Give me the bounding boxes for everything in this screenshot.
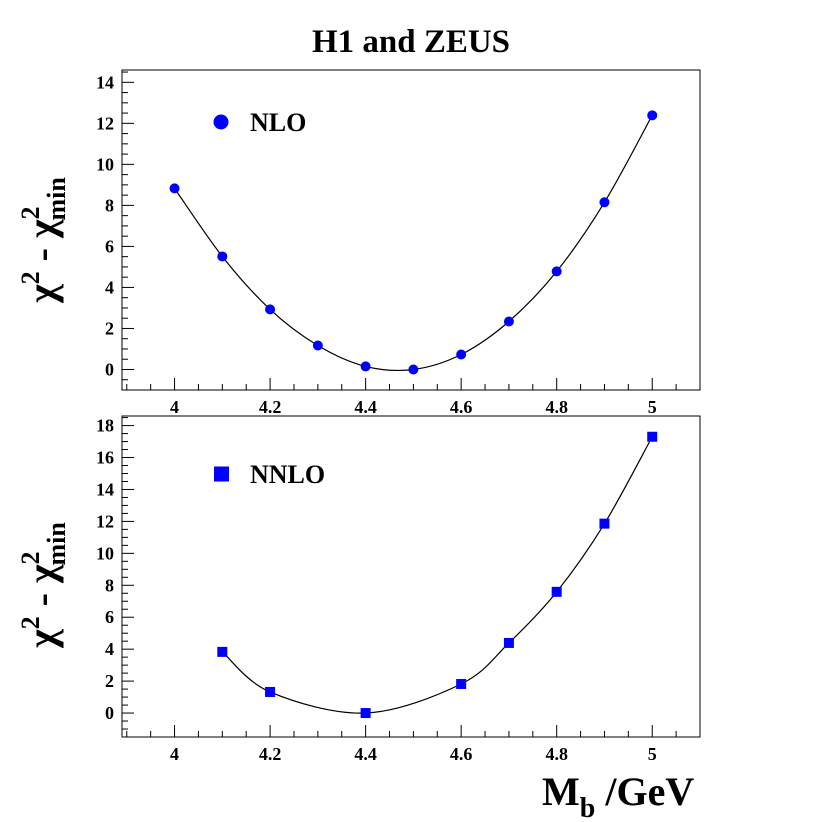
x-tick-label: 4 — [170, 397, 179, 417]
y-tick-label: 12 — [96, 511, 114, 531]
legend-label: NNLO — [250, 460, 325, 489]
data-point — [503, 637, 514, 648]
panel-nnlo: 4 4.2 4.4 4.6 4.8 5 0 2 4 6 8 10 12 14 16 18 NNLO — [96, 415, 701, 764]
legend-marker-circle — [213, 114, 229, 130]
y-tick-label: 8 — [105, 195, 114, 215]
chart-title: H1 and ZEUS — [312, 24, 510, 60]
y-tick-label: 12 — [96, 113, 114, 133]
x-tick-label: 4.4 — [354, 397, 377, 417]
x-tick-label: 5 — [648, 397, 657, 417]
data-point — [599, 197, 610, 208]
plot-frame — [121, 415, 701, 738]
data-point — [456, 678, 467, 689]
data-point — [360, 361, 371, 372]
y-axis-label-top: χ2 - χ2min — [16, 177, 71, 304]
y-tick-label: 2 — [105, 671, 114, 691]
y-tick-label: 0 — [105, 359, 114, 379]
data-point — [169, 183, 180, 194]
data-point — [599, 518, 610, 529]
y-tick-label: 14 — [96, 479, 114, 499]
panel-nlo: 4 4.2 4.4 4.6 4.8 5 0 2 4 6 8 10 12 14 NLO — [96, 69, 701, 417]
y-tick-label: 14 — [96, 72, 114, 92]
x-tick-label: 4.8 — [545, 397, 568, 417]
data-point — [217, 251, 228, 262]
data-point — [647, 431, 658, 442]
y-tick-label: 10 — [96, 543, 114, 563]
fit-curve — [174, 115, 653, 372]
svg-text:χ2 - χ2min: χ2 - χ2min — [16, 177, 71, 304]
x-tick-label: 4.8 — [545, 744, 568, 764]
x-tick-label: 4.6 — [450, 397, 473, 417]
x-tick-label: 4.6 — [450, 744, 473, 764]
data-point — [551, 586, 562, 597]
data-point — [360, 708, 371, 719]
y-tick-label: 2 — [105, 318, 114, 338]
legend: NNLO — [214, 460, 325, 489]
data-point — [408, 364, 419, 375]
y-tick-label: 16 — [96, 448, 114, 468]
data-point — [503, 316, 514, 327]
plot-frame — [121, 69, 701, 391]
svg-text:Mb /GeV: Mb /GeV — [542, 769, 694, 822]
y-tick-label: 18 — [96, 416, 114, 436]
y-tick-label: 6 — [105, 607, 114, 627]
data-point — [265, 304, 276, 315]
data-point — [647, 110, 658, 121]
data-point — [312, 340, 323, 351]
y-tick-label: 10 — [96, 154, 114, 174]
data-point — [551, 266, 562, 277]
fit-curve — [221, 436, 653, 714]
data-point — [217, 646, 228, 657]
y-tick-label: 6 — [105, 236, 114, 256]
svg-text:χ2 - χ2min: χ2 - χ2min — [16, 522, 71, 649]
legend-marker-square — [214, 466, 229, 482]
x-tick-label: 5 — [648, 744, 657, 764]
x-tick-label: 4.2 — [259, 397, 282, 417]
x-tick-label: 4 — [170, 744, 179, 764]
y-tick-label: 8 — [105, 575, 114, 595]
y-tick-label: 0 — [105, 703, 114, 723]
legend: NLO — [213, 108, 306, 137]
y-tick-label: 4 — [105, 639, 114, 659]
y-tick-label: 4 — [105, 277, 114, 297]
x-tick-label: 4.4 — [354, 744, 377, 764]
legend-label: NLO — [250, 108, 306, 137]
x-tick-label: 4.2 — [259, 744, 282, 764]
y-axis-label-bottom: χ2 - χ2min — [16, 522, 71, 649]
data-point — [265, 686, 276, 697]
x-axis-label: Mb /GeV — [542, 769, 694, 822]
data-point — [456, 349, 467, 360]
